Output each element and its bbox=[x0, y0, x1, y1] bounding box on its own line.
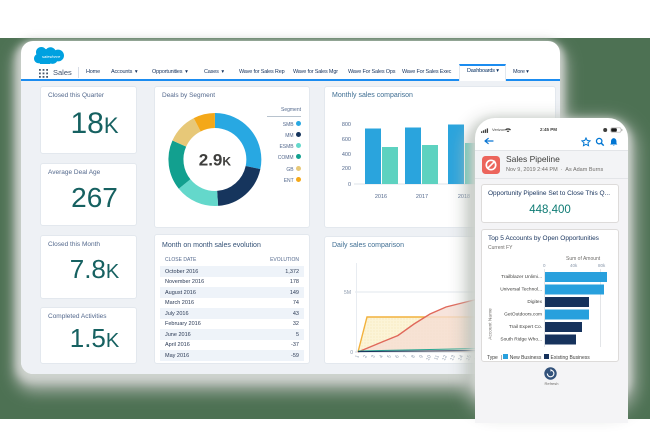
svg-text:Trailblazer Unlimi...: Trailblazer Unlimi... bbox=[501, 274, 542, 280]
svg-text:8: 8 bbox=[410, 354, 417, 359]
svg-text:0: 0 bbox=[350, 350, 353, 356]
svg-text:80k: 80k bbox=[598, 263, 606, 268]
svg-text:2016: 2016 bbox=[375, 194, 387, 200]
svg-text:9: 9 bbox=[418, 354, 425, 359]
svg-text:5: 5 bbox=[386, 354, 393, 359]
svg-text:Universal Technol...: Universal Technol... bbox=[500, 287, 542, 293]
svg-text:600: 600 bbox=[342, 137, 351, 143]
svg-text:13: 13 bbox=[449, 354, 457, 362]
svg-text:7: 7 bbox=[402, 354, 409, 359]
svg-text:15: 15 bbox=[465, 354, 473, 362]
svg-text:2: 2 bbox=[362, 354, 369, 359]
svg-text:14: 14 bbox=[457, 354, 465, 362]
svg-text:12: 12 bbox=[441, 354, 449, 362]
svg-text:200: 200 bbox=[342, 166, 351, 172]
svg-text:4: 4 bbox=[378, 354, 385, 359]
svg-text:800: 800 bbox=[342, 122, 351, 128]
svg-text:salesforce: salesforce bbox=[42, 54, 61, 59]
svg-text:Digitex: Digitex bbox=[527, 299, 542, 305]
svg-text:400: 400 bbox=[342, 152, 351, 158]
svg-text:2.9K: 2.9K bbox=[199, 151, 232, 170]
svg-text:Trail Expert Co.: Trail Expert Co. bbox=[509, 324, 542, 330]
svg-text:0: 0 bbox=[543, 263, 546, 268]
svg-text:5M: 5M bbox=[344, 290, 351, 296]
svg-text:GetOutdoors.com: GetOutdoors.com bbox=[504, 312, 542, 318]
svg-text:6: 6 bbox=[394, 354, 401, 359]
svg-text:2017: 2017 bbox=[416, 194, 428, 200]
svg-text:3: 3 bbox=[370, 354, 377, 359]
svg-text:0: 0 bbox=[348, 182, 351, 188]
svg-text:Sum of Amount: Sum of Amount bbox=[566, 256, 601, 262]
svg-text:1: 1 bbox=[354, 354, 361, 359]
svg-text:40k: 40k bbox=[570, 263, 578, 268]
svg-text:11: 11 bbox=[433, 354, 441, 361]
svg-text:Account Name: Account Name bbox=[487, 308, 493, 340]
svg-text:10: 10 bbox=[425, 354, 433, 362]
svg-text:2018: 2018 bbox=[458, 194, 470, 200]
svg-text:South Ridge Who...: South Ridge Who... bbox=[500, 337, 542, 343]
